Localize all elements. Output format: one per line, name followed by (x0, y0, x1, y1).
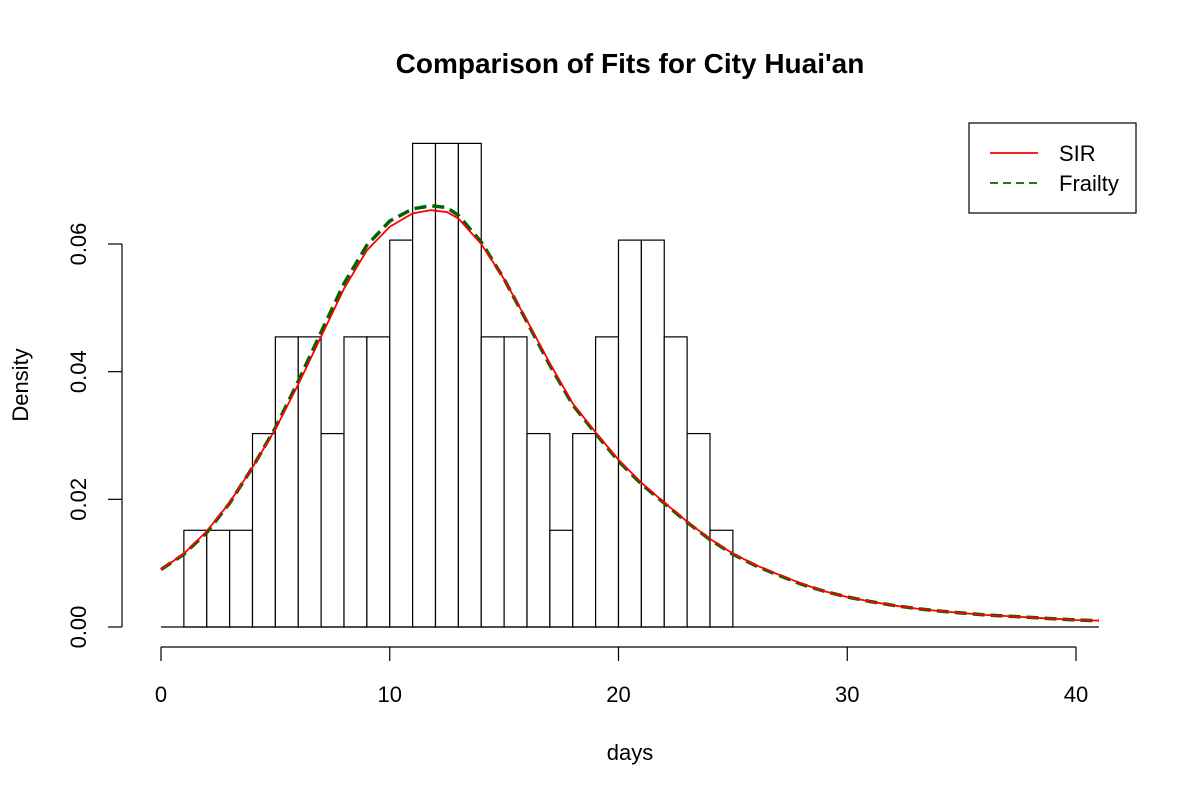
histogram-bar (366, 336, 391, 628)
x-axis-label: days (607, 740, 653, 765)
histogram-bar (274, 336, 299, 628)
x-tick-label: 40 (1064, 682, 1088, 707)
legend-label-sir: SIR (1059, 141, 1096, 166)
y-axis-label: Density (8, 348, 33, 421)
histogram-bar (206, 529, 231, 628)
histogram-bar (229, 529, 254, 628)
histogram-bar (549, 529, 574, 628)
histogram-bar (480, 336, 505, 628)
x-axis: 0 10 20 30 40 (155, 646, 1088, 707)
y-tick-label: 0.04 (66, 350, 91, 393)
histogram-bar (457, 142, 482, 628)
histogram-bar (389, 239, 414, 628)
histogram-bar (663, 336, 688, 628)
series-line-sir (160, 209, 1099, 622)
histogram-bar (412, 142, 437, 628)
x-tick-label: 30 (835, 682, 859, 707)
histogram-bar (640, 239, 665, 628)
series-lines (160, 203, 1099, 623)
y-axis: 0.00 0.02 0.04 0.06 (66, 223, 123, 649)
histogram-bars (183, 142, 734, 628)
y-tick-label: 0.02 (66, 478, 91, 521)
x-tick-label: 20 (606, 682, 630, 707)
chart-title: Comparison of Fits for City Huai'an (396, 48, 865, 79)
y-tick-label: 0.00 (66, 606, 91, 649)
histogram-bar (709, 529, 734, 628)
x-tick-label: 10 (378, 682, 402, 707)
legend-label-frailty: Frailty (1059, 171, 1119, 196)
histogram-bar (617, 239, 642, 628)
histogram-bar (572, 432, 597, 628)
y-tick-label: 0.06 (66, 223, 91, 266)
histogram-bar (526, 432, 551, 628)
histogram-bar (320, 432, 345, 628)
histogram-bar (503, 336, 528, 628)
legend-box (968, 122, 1137, 214)
legend: SIR Frailty (968, 122, 1137, 214)
x-tick-label: 0 (155, 682, 167, 707)
histogram-bar (297, 336, 322, 628)
histogram-bar (343, 336, 368, 628)
histogram-bar (595, 336, 620, 628)
